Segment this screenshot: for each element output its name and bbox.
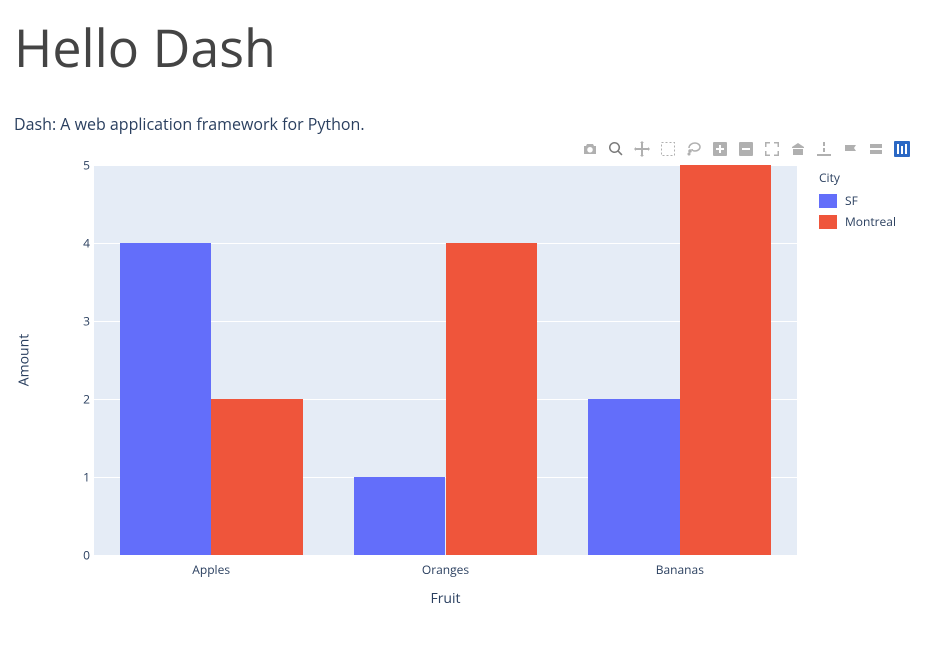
bar[interactable] [446,243,537,555]
plot-column: 012345ApplesOrangesBananas Fruit [94,165,797,608]
y-tick-label: 2 [72,391,90,408]
camera-icon[interactable] [582,141,598,157]
y-tick-label: 1 [72,469,90,486]
y-tick-label: 4 [72,235,90,252]
plotly-logo-icon[interactable] [894,141,910,157]
page-title: Hello Dash [14,12,918,83]
y-tick-label: 0 [72,547,90,564]
legend-item[interactable]: Montreal [819,213,896,230]
legend-label: SF [845,192,858,209]
x-tick-label: Oranges [422,561,469,578]
x-tick-label: Apples [192,561,230,578]
y-tick-label: 5 [72,157,90,174]
hover-compare-icon[interactable] [868,141,884,157]
y-tick-label: 3 [72,313,90,330]
y-axis-title: Amount [15,334,34,386]
chart-container: Amount 012345ApplesOrangesBananas Fruit … [14,165,918,608]
y-axis-label-col: Amount [14,165,94,555]
hover-closest-icon[interactable] [842,141,858,157]
autoscale-icon[interactable] [764,141,780,157]
box-select-icon[interactable] [660,141,676,157]
legend-swatch [819,194,837,208]
x-axis-title: Fruit [94,589,797,608]
chart-plot-area[interactable]: 012345ApplesOrangesBananas [94,165,797,555]
chart-modebar [14,141,918,157]
bar[interactable] [588,399,679,555]
zoom-in-icon[interactable] [712,141,728,157]
spike-lines-icon[interactable] [816,141,832,157]
zoom-out-icon[interactable] [738,141,754,157]
reset-axes-icon[interactable] [790,141,806,157]
chart-legend: City SF Montreal [819,165,896,234]
bar[interactable] [120,243,211,555]
lasso-icon[interactable] [686,141,702,157]
page-subtitle: Dash: A web application framework for Py… [14,113,918,135]
zoom-icon[interactable] [608,141,624,157]
legend-item[interactable]: SF [819,192,896,209]
legend-label: Montreal [845,213,896,230]
gridline [94,555,797,556]
legend-title: City [819,169,896,186]
bar[interactable] [680,165,771,555]
x-tick-label: Bananas [656,561,704,578]
pan-icon[interactable] [634,141,650,157]
bar[interactable] [211,399,302,555]
legend-swatch [819,215,837,229]
bar[interactable] [354,477,445,555]
